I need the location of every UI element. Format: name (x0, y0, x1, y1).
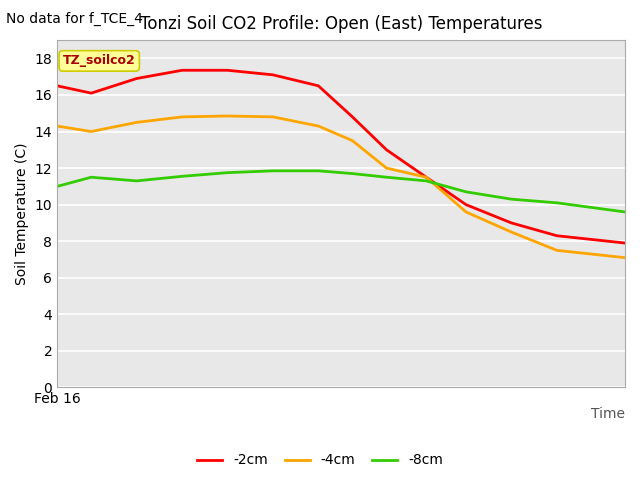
Text: No data for f_TCE_4: No data for f_TCE_4 (6, 12, 143, 26)
Text: TZ_soilco2: TZ_soilco2 (63, 54, 136, 67)
Legend: -2cm, -4cm, -8cm: -2cm, -4cm, -8cm (191, 448, 449, 473)
Text: Time: Time (591, 407, 625, 420)
Title: Tonzi Soil CO2 Profile: Open (East) Temperatures: Tonzi Soil CO2 Profile: Open (East) Temp… (140, 15, 542, 33)
Y-axis label: Soil Temperature (C): Soil Temperature (C) (15, 143, 29, 285)
